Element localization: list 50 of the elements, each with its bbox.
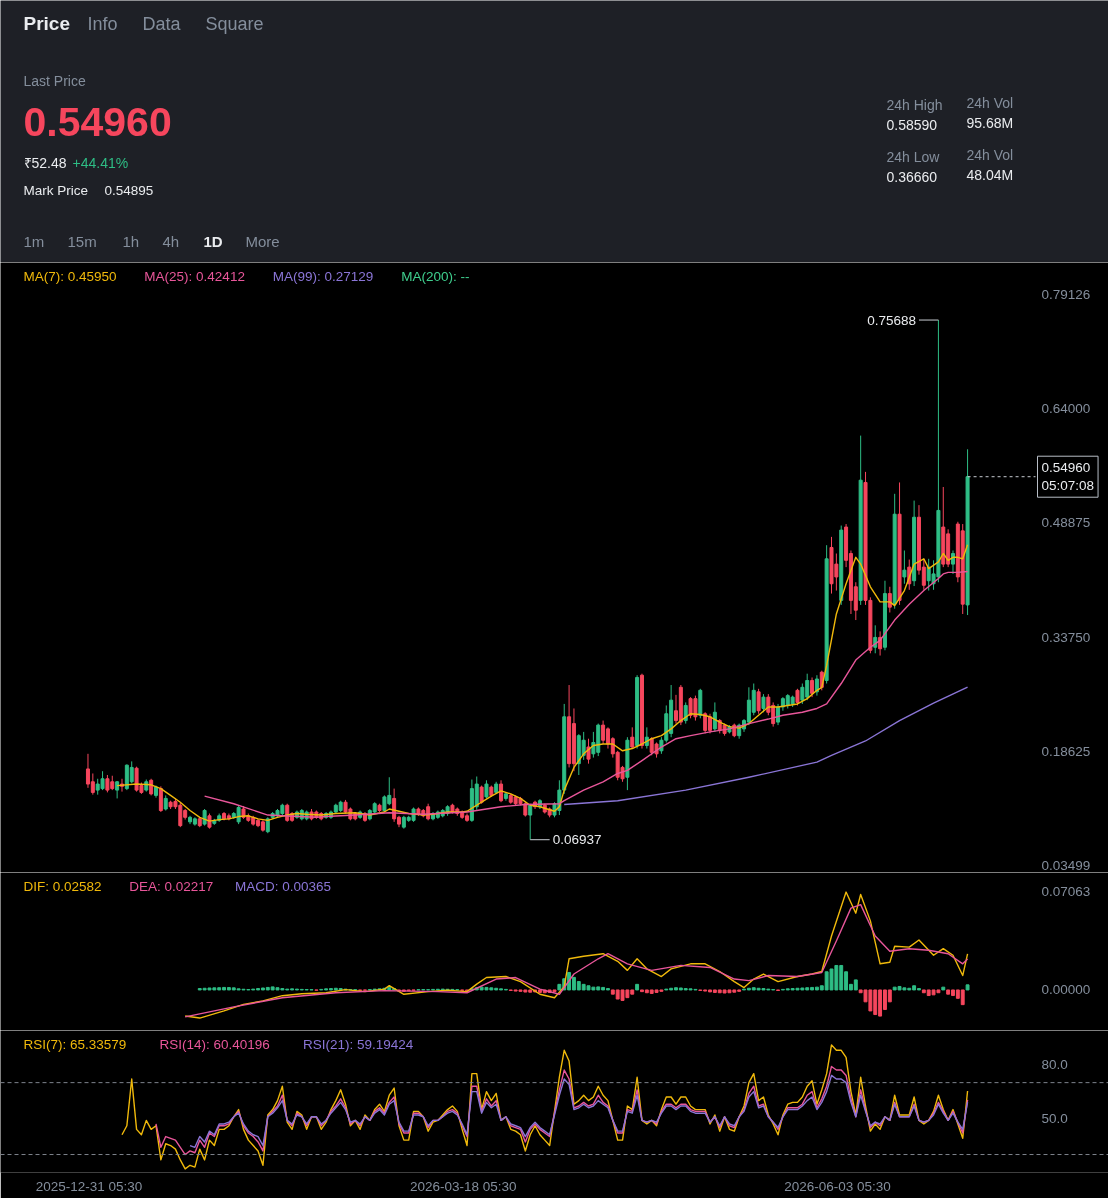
text: 24h Low [886, 148, 941, 165]
y-tick-label: 0.64000 [1041, 400, 1091, 416]
text: 0.54960 [23, 98, 172, 145]
text: 0.58590 [886, 116, 938, 133]
text: +44.41% [72, 154, 129, 171]
y-tick-label: 80.0 [1041, 1057, 1068, 1073]
text: Mark Price [23, 183, 89, 198]
text: 15m [67, 233, 97, 250]
text: ₹52.48 [23, 154, 67, 171]
y-tick-label: 50.0 [1041, 1111, 1068, 1127]
annotation: 0.54960 05:07:08 [1041, 460, 1095, 494]
x-tick-label: 2026-06-03 05:30 [784, 1178, 891, 1194]
y-tick-label: 0.48875 [1041, 515, 1091, 531]
text: RSI(14): 60.40196 [159, 1037, 270, 1052]
text: MA(99): 0.27129 [272, 269, 374, 284]
text: 1D [203, 233, 223, 250]
y-tick-label: 0.03499 [1041, 858, 1091, 874]
text: RSI(7): 65.33579 [23, 1037, 127, 1052]
x-tick-label: 2025-12-31 05:30 [35, 1178, 143, 1194]
y-tick-label: 0.79126 [1041, 286, 1091, 302]
text: 0.36660 [886, 168, 938, 185]
text: Last Price [23, 72, 86, 89]
text: RSI(21): 59.19424 [302, 1037, 414, 1052]
text: 1h [122, 233, 140, 250]
text: Square [205, 13, 264, 34]
text: 48.04M [966, 166, 1014, 183]
legend-label: MA(200): -- [401, 269, 470, 284]
x-tick-label: 2026-03-18 05:30 [409, 1178, 517, 1194]
text: Info [87, 13, 118, 34]
y-tick-label: 0.33750 [1041, 629, 1091, 645]
text: DEA: 0.02217 [129, 879, 214, 894]
text: 24h Vol [966, 146, 1014, 163]
text: Data [142, 13, 182, 34]
annotation: 0.75688 [867, 312, 916, 328]
text: More [245, 233, 280, 250]
text: Price [23, 13, 70, 34]
text: 95.68M [966, 114, 1014, 131]
y-tick-label: 0.18625 [1041, 743, 1091, 759]
text: 1m [23, 233, 45, 250]
text: MA(7): 0.45950 [23, 269, 117, 284]
text: DIF: 0.02582 [23, 879, 102, 894]
annotation: MACD: 0.00365 [234, 879, 331, 894]
text: 24h Vol [966, 94, 1014, 111]
text: 24h High [886, 96, 943, 113]
text: 4h [162, 233, 180, 250]
y-tick-label: 0.07063 [1041, 883, 1091, 899]
annotation: 0.06937 [552, 832, 602, 848]
text: 0.54895 [104, 183, 154, 198]
y-tick-label: 0.00000 [1041, 982, 1091, 998]
text: MA(25): 0.42412 [144, 269, 245, 284]
